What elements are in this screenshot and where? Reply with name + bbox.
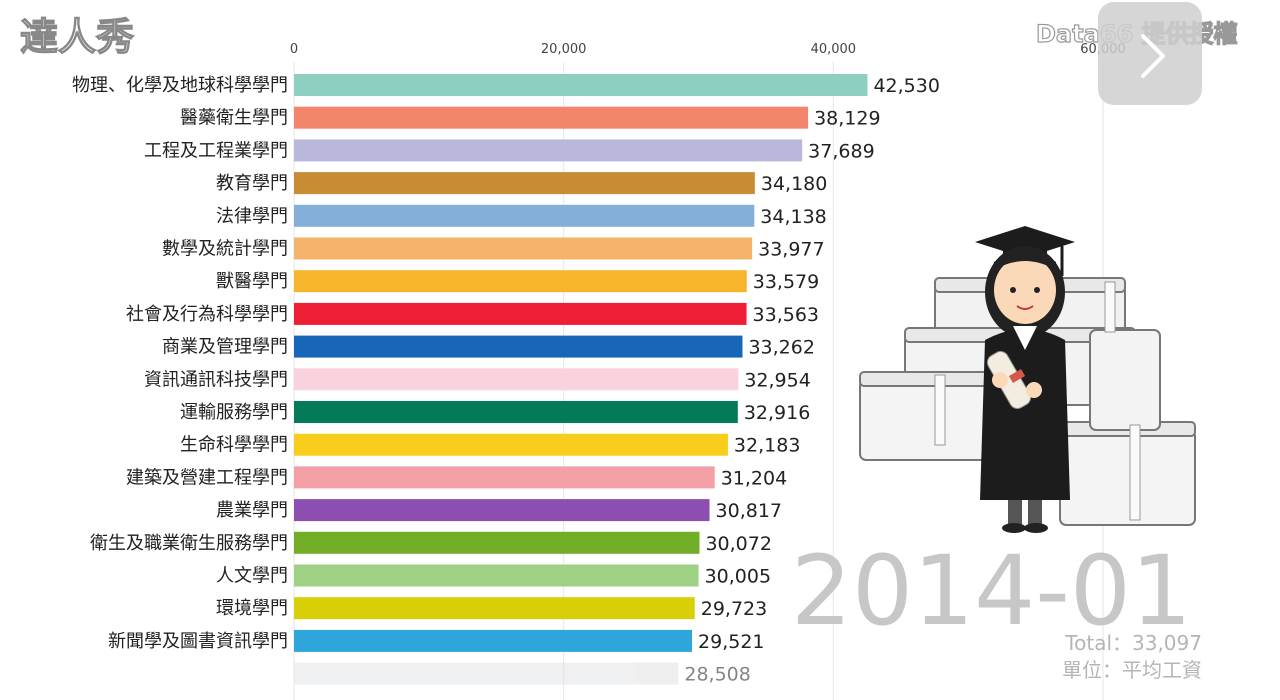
value-label: 34,138 xyxy=(760,206,826,228)
category-label: 生命科學學門 xyxy=(180,435,288,456)
value-label: 38,129 xyxy=(814,108,880,130)
category-label: 獸醫學門 xyxy=(216,271,288,292)
bar-row: 物理、化學及地球科學學門 42,530 xyxy=(72,74,940,97)
logo-text: 達人秀 xyxy=(20,15,134,59)
bar xyxy=(294,74,868,96)
category-label: 資訊通訊科技學門 xyxy=(144,369,288,390)
bar-row: 建築及營建工程學門 31,204 xyxy=(126,466,787,489)
category-label: 教育學門 xyxy=(216,173,288,194)
total-label: Total：33,097 xyxy=(1064,631,1202,655)
category-label: 運輸服務學門 xyxy=(180,402,288,423)
bar xyxy=(294,629,693,652)
graduate-illustration xyxy=(859,226,1196,533)
chevron-right-icon xyxy=(1141,34,1165,78)
value-label: 28,508 xyxy=(684,664,750,686)
x-tick-label: 40,000 xyxy=(811,42,857,57)
x-tick-label: 20,000 xyxy=(541,42,587,57)
value-label: 32,954 xyxy=(744,369,810,391)
bar-row: 新聞學及圖書資訊學門 29,521 xyxy=(108,629,765,653)
bar xyxy=(294,106,809,129)
bar xyxy=(294,597,695,620)
bar-row: 數學及統計學門 33,977 xyxy=(162,237,825,261)
bar-row: 醫藥衛生學門 38,129 xyxy=(180,106,881,130)
value-label: 32,916 xyxy=(744,402,810,424)
category-label: 衛生及職業衛生服務學門 xyxy=(90,533,288,554)
value-label: 33,563 xyxy=(753,304,819,326)
bar xyxy=(294,368,739,391)
category-label: 醫藥衛生學門 xyxy=(180,108,288,129)
bar-row: 衛生及職業衛生服務學門 30,072 xyxy=(90,531,772,555)
value-label: 30,005 xyxy=(705,566,771,588)
bar-row: 運輸服務學門 32,916 xyxy=(180,401,810,424)
bar xyxy=(294,499,710,522)
category-label: 環境學門 xyxy=(216,598,288,619)
bar xyxy=(294,564,699,587)
category-label: 物理、化學及地球科學學門 xyxy=(72,75,288,96)
value-label: 30,072 xyxy=(705,533,771,555)
bar xyxy=(294,270,747,293)
value-label: 42,530 xyxy=(873,75,939,97)
value-label: 37,689 xyxy=(808,140,874,162)
logo: 達人秀 xyxy=(19,14,134,59)
bar xyxy=(294,433,728,456)
x-tick-label: 0 xyxy=(290,42,298,57)
bar-row: 資訊通訊科技學門 32,954 xyxy=(144,368,811,391)
bar xyxy=(294,531,700,554)
category-label: 商業及管理學門 xyxy=(162,337,288,358)
bar xyxy=(294,172,755,195)
bar xyxy=(294,662,679,685)
category-label: 人文學門 xyxy=(216,566,288,587)
value-label: 33,579 xyxy=(753,271,819,293)
bar-row: 法律學門 34,138 xyxy=(216,204,827,228)
bar xyxy=(294,204,755,227)
period-label: 2014-01 xyxy=(791,535,1192,647)
bar-row: 社會及行為科學學門 33,563 xyxy=(126,302,819,326)
bar xyxy=(294,139,803,162)
bar-row: 教育學門 34,180 xyxy=(216,172,827,195)
bar-row: 環境學門 29,723 xyxy=(216,597,767,620)
unit-label: 單位：平均工資 xyxy=(1062,658,1202,682)
next-button[interactable] xyxy=(1098,2,1202,105)
category-label: 新聞學及圖書資訊學門 xyxy=(108,631,288,652)
category-label: 法律學門 xyxy=(216,206,288,227)
bar xyxy=(294,302,747,325)
value-label: 33,977 xyxy=(758,239,824,261)
value-label: 34,180 xyxy=(761,173,827,195)
value-label: 30,817 xyxy=(716,500,782,522)
bar-row: 商業及管理學門 33,262 xyxy=(162,335,815,359)
bar-row: 人文學門 30,005 xyxy=(216,564,771,588)
value-label: 29,521 xyxy=(698,631,764,653)
bar xyxy=(294,401,738,423)
category-label: 社會及行為科學學門 xyxy=(126,304,288,325)
bar-row: 農業學門 30,817 xyxy=(216,499,782,522)
category-label: 工程及工程業學門 xyxy=(144,140,288,161)
bar-row: 28,508 xyxy=(294,662,751,686)
bar xyxy=(294,237,753,260)
value-label: 31,204 xyxy=(721,467,787,489)
value-label: 29,723 xyxy=(701,598,767,620)
bars: 物理、化學及地球科學學門 42,530 醫藥衛生學門 38,129 工程及工程業學門 37… xyxy=(72,74,940,686)
bar-row: 工程及工程業學門 37,689 xyxy=(144,139,875,162)
category-label: 農業學門 xyxy=(216,500,288,521)
bar-row: 生命科學學門 32,183 xyxy=(180,433,800,457)
bar xyxy=(294,466,715,489)
value-label: 32,183 xyxy=(734,435,800,457)
category-label: 數學及統計學門 xyxy=(162,239,288,260)
category-label: 建築及營建工程學門 xyxy=(126,467,288,488)
bar-row: 獸醫學門 33,579 xyxy=(216,270,819,293)
data66-logo-icon xyxy=(1006,20,1032,46)
bar xyxy=(294,335,743,358)
value-label: 33,262 xyxy=(748,337,814,359)
